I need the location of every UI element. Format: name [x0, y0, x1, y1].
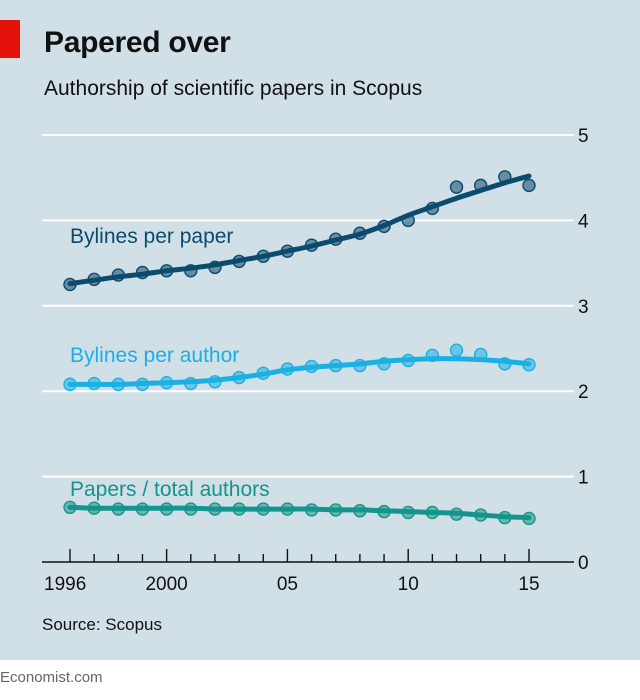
data-point-papers-per-author-1999	[135, 502, 150, 516]
chart-subtitle: Authorship of scientific papers in Scopu…	[44, 77, 423, 100]
data-point-bylines-per-author-2006	[304, 359, 319, 374]
series-group	[63, 170, 536, 526]
y-axis: 0 1 2 3 4 5	[578, 126, 589, 574]
y-tick-label-5: 5	[578, 126, 589, 147]
data-point-papers-per-author-2011	[425, 505, 440, 520]
data-point-papers-per-author-2006	[304, 503, 319, 517]
data-point-bylines-per-author-2007	[329, 358, 343, 373]
data-point-papers-per-author-2009	[377, 504, 391, 519]
data-point-bylines-per-author-2004	[256, 366, 270, 380]
data-point-bylines-per-paper-1999	[135, 265, 150, 280]
data-point-bylines-per-paper-2006	[304, 238, 319, 252]
data-point-bylines-per-author-2001	[184, 376, 198, 391]
x-tick-label-2015: 15	[518, 574, 539, 595]
data-point-bylines-per-paper-2004	[256, 249, 270, 263]
data-point-bylines-per-paper-2015	[522, 178, 536, 193]
data-point-bylines-per-paper-2000	[159, 264, 174, 278]
data-point-papers-per-author-1996	[63, 500, 77, 515]
data-point-bylines-per-author-2010	[401, 353, 415, 368]
chart-panel: Papered over Authorship of scientific pa…	[0, 0, 640, 660]
data-point-bylines-per-author-1997	[87, 376, 101, 391]
brand-tag	[0, 20, 20, 58]
data-point-bylines-per-author-2009	[377, 357, 391, 371]
y-tick-label-2: 2	[578, 382, 589, 403]
y-tick-label-0: 0	[578, 553, 589, 574]
data-point-bylines-per-author-2014	[498, 357, 512, 371]
series-labels: Bylines per paper Bylines per author Pap…	[70, 225, 270, 501]
gridlines	[42, 134, 574, 563]
y-tick-label-3: 3	[578, 297, 589, 318]
data-point-bylines-per-paper-2009	[377, 219, 391, 234]
data-point-bylines-per-paper-2001	[184, 264, 198, 278]
x-tick-label-2005: 05	[277, 574, 298, 595]
data-point-bylines-per-paper-2012	[449, 180, 464, 194]
data-point-bylines-per-author-1996	[63, 377, 77, 392]
line-chart: 1996 2000 05 10 15 0 1 2 3 4 5 Bylines per paper …	[42, 126, 589, 595]
data-point-bylines-per-paper-2002	[208, 260, 222, 275]
data-point-papers-per-author-2007	[329, 503, 343, 517]
data-point-bylines-per-author-1999	[135, 377, 150, 392]
x-tick-label-1996: 1996	[44, 574, 86, 595]
data-point-bylines-per-author-2000	[159, 375, 174, 390]
data-point-papers-per-author-1998	[111, 502, 126, 516]
data-point-papers-per-author-2002	[208, 502, 222, 516]
data-point-papers-per-author-2014	[498, 510, 512, 525]
x-tick-label-2000: 2000	[145, 574, 187, 595]
data-point-bylines-per-paper-2005	[280, 244, 295, 258]
series-label-papers-per-author: Papers / total authors	[70, 478, 270, 501]
series-bylines-per-paper	[63, 170, 536, 292]
series-papers-per-author	[63, 500, 536, 526]
x-tick-label-2010: 10	[398, 574, 419, 595]
footer-credit: Economist.com	[0, 669, 103, 686]
data-point-bylines-per-author-1998	[111, 377, 126, 392]
series-label-bylines-per-paper: Bylines per paper	[70, 225, 233, 248]
data-point-bylines-per-paper-2008	[353, 226, 367, 240]
data-point-bylines-per-paper-1997	[87, 272, 101, 287]
data-point-bylines-per-paper-1998	[111, 268, 126, 282]
data-point-bylines-per-paper-1996	[63, 277, 77, 292]
source-note: Source: Scopus	[42, 615, 163, 634]
data-point-papers-per-author-2005	[280, 502, 295, 516]
chart-title: Papered over	[44, 26, 231, 59]
data-point-bylines-per-paper-2011	[425, 201, 440, 216]
y-tick-label-4: 4	[578, 211, 589, 232]
data-point-papers-per-author-2004	[256, 502, 270, 516]
data-point-bylines-per-author-2003	[232, 370, 246, 385]
data-point-bylines-per-author-2013	[473, 347, 488, 362]
data-point-bylines-per-paper-2003	[232, 254, 246, 269]
data-point-bylines-per-author-2002	[208, 375, 222, 389]
series-label-bylines-per-author: Bylines per author	[70, 344, 239, 367]
data-point-papers-per-author-2010	[401, 505, 415, 520]
data-point-papers-per-author-2015	[522, 511, 536, 526]
data-point-papers-per-author-2000	[159, 502, 174, 516]
data-point-bylines-per-author-2011	[425, 348, 440, 363]
y-tick-label-1: 1	[578, 468, 589, 489]
data-point-bylines-per-author-2012	[449, 343, 464, 357]
data-point-bylines-per-paper-2010	[401, 213, 415, 228]
data-point-papers-per-author-2008	[353, 504, 367, 518]
data-point-papers-per-author-2003	[232, 502, 246, 516]
series-bylines-per-author	[63, 343, 536, 392]
data-point-bylines-per-author-2008	[353, 358, 367, 373]
x-axis: 1996 2000 05 10 15	[44, 549, 540, 595]
data-point-papers-per-author-1997	[87, 501, 101, 515]
data-point-papers-per-author-2012	[449, 507, 464, 521]
data-point-bylines-per-author-2005	[280, 362, 295, 376]
data-point-papers-per-author-2001	[184, 502, 198, 516]
data-point-bylines-per-paper-2014	[498, 170, 512, 184]
data-point-papers-per-author-2013	[473, 508, 488, 522]
data-point-bylines-per-paper-2013	[473, 178, 488, 193]
data-point-bylines-per-author-2015	[522, 358, 536, 372]
data-point-bylines-per-paper-2007	[329, 232, 343, 246]
